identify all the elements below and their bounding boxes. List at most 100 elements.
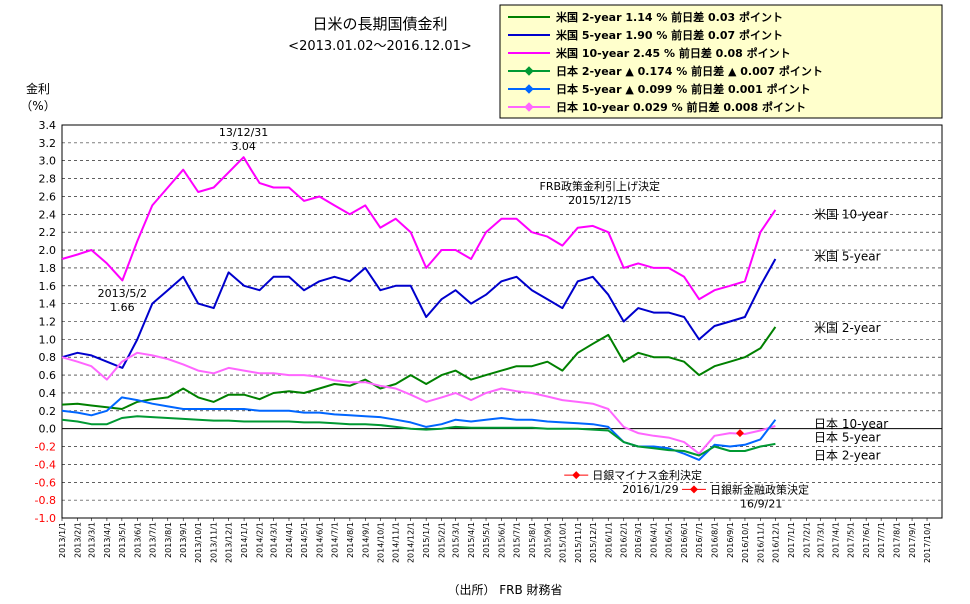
y-tick-label: 1.2 (39, 316, 57, 329)
x-tick-label: 2016/9/1 (726, 522, 735, 558)
x-tick-label: 2017/4/1 (832, 522, 841, 558)
x-tick-label: 2013/2/1 (73, 522, 82, 558)
legend-entry-label: 日本 2-year ▲ 0.174 % 前日差 ▲ 0.007 ポイント (556, 64, 823, 78)
annotation-text: 13/12/31 (219, 126, 268, 139)
x-tick-label: 2017/3/1 (816, 522, 825, 558)
x-tick-label: 2013/9/1 (179, 522, 188, 558)
x-tick-label: 2017/9/1 (908, 522, 917, 558)
x-tick-label: 2013/10/1 (194, 522, 203, 563)
x-tick-label: 2016/12/1 (771, 522, 780, 563)
y-tick-label: -0.2 (35, 441, 56, 454)
x-tick-label: 2016/2/1 (620, 522, 629, 558)
x-tick-label: 2013/12/1 (225, 522, 234, 563)
x-tick-label: 2014/12/1 (407, 522, 416, 563)
x-tick-label: 2014/10/1 (376, 522, 385, 563)
legend-entry-label: 日本 5-year ▲ 0.099 % 前日差 0.001 ポイント (556, 82, 811, 96)
y-tick-label: 2.2 (39, 226, 57, 239)
annotation-text: 2016/1/29 (622, 483, 678, 496)
y-tick-label: 2.0 (39, 244, 57, 257)
series-label: 日本 2-year (814, 448, 881, 462)
x-tick-label: 2013/8/1 (164, 522, 173, 558)
annotation-text: 1.66 (110, 301, 135, 314)
y-axis-label: 金利 (26, 81, 50, 96)
x-tick-label: 2017/7/1 (877, 522, 886, 558)
x-tick-label: 2014/9/1 (361, 522, 370, 558)
y-tick-label: 0.6 (39, 369, 57, 382)
x-tick-label: 2013/6/1 (133, 522, 142, 558)
y-tick-label: 1.0 (39, 333, 57, 346)
x-tick-label: 2014/4/1 (285, 522, 294, 558)
y-tick-label: 1.8 (39, 262, 57, 275)
source-note: （出所） FRB 財務省 (447, 582, 562, 597)
grid-lines (62, 142, 942, 501)
series-line (61, 326, 777, 410)
x-tick-label: 2015/2/1 (438, 522, 447, 558)
x-tick-label: 2013/1/1 (58, 522, 67, 558)
legend-swatch-marker (524, 84, 534, 94)
x-tick-label: 2016/1/1 (604, 522, 613, 558)
x-tick-label: 2015/7/1 (512, 522, 521, 558)
annotation-marker (572, 471, 581, 480)
x-tick-label: 2017/10/1 (923, 522, 932, 563)
y-axis-unit: （%） (20, 99, 55, 113)
x-tick-label: 2014/6/1 (315, 522, 324, 558)
series-label: 米国 5-year (814, 249, 881, 263)
y-tick-label: 2.8 (39, 173, 57, 186)
x-tick-label: 2016/4/1 (650, 522, 659, 558)
x-tick-label: 2015/5/1 (482, 522, 491, 558)
y-axis: 3.4 3.2 3.0 2.8 2.6 2.4 2.2 2.0 1.8 1.6 1.4 1.2 1.0 0… (35, 119, 56, 525)
annotation-marker (689, 485, 698, 494)
series-line (61, 396, 777, 461)
chart-title: 日米の長期国債金利 (312, 15, 447, 33)
annotation-text: 16/9/21 (740, 497, 782, 510)
legend-swatch-marker (524, 102, 534, 112)
y-tick-label: 3.4 (39, 119, 57, 132)
x-tick-label: 2015/1/1 (422, 522, 431, 558)
x-tick-label: 2015/10/1 (558, 522, 567, 563)
y-tick-label: 0.4 (39, 387, 57, 400)
y-tick-label: 3.2 (39, 137, 57, 150)
x-tick-label: 2014/3/1 (270, 522, 279, 558)
series-line (61, 351, 776, 455)
legend-box (499, 4, 943, 119)
annotation-text: 日銀新金融政策決定 (710, 482, 809, 496)
x-tick-label: 2013/4/1 (103, 522, 112, 558)
series-label: 米国 10-year (814, 207, 888, 221)
annotation-text: 日銀マイナス金利決定 (592, 468, 702, 482)
series-group (61, 156, 777, 461)
annotation-text: 2015/12/15 (568, 194, 631, 207)
y-tick-label: 2.4 (39, 208, 57, 221)
x-tick-label: 2016/3/1 (634, 522, 643, 558)
y-tick-label: -0.8 (35, 494, 56, 507)
legend-entry-label: 米国 5-year 1.90 % 前日差 0.07 ポイント (555, 28, 783, 42)
x-tick-label: 2014/7/1 (330, 522, 339, 558)
y-tick-label: 0.2 (39, 405, 57, 418)
x-tick-label: 2015/4/1 (467, 522, 476, 558)
x-tick-label: 2015/8/1 (528, 522, 537, 558)
x-tick-label: 2017/8/1 (893, 522, 902, 558)
y-tick-label: 1.4 (39, 298, 57, 311)
x-tick-label: 2015/3/1 (452, 522, 461, 558)
series-label: 日本 5-year (814, 431, 881, 445)
legend-entry-label: 米国 10-year 2.45 % 前日差 0.08 ポイント (555, 46, 791, 60)
series-label: 日本 10-year (814, 417, 888, 431)
x-tick-label: 2016/6/1 (680, 522, 689, 558)
x-tick-label: 2017/1/1 (787, 522, 796, 558)
x-tick-label: 2015/12/1 (589, 522, 598, 563)
x-tick-label: 2017/2/1 (802, 522, 811, 558)
x-tick-label: 2016/11/1 (756, 522, 765, 563)
series-line (61, 415, 776, 457)
series-line (61, 258, 777, 369)
y-tick-label: 0.8 (39, 351, 57, 364)
x-tick-label: 2014/1/1 (240, 522, 249, 558)
x-tick-label: 2013/11/1 (210, 522, 219, 563)
x-tick-label: 2014/5/1 (300, 522, 309, 558)
x-tick-label: 2017/6/1 (862, 522, 871, 558)
y-tick-label: -1.0 (35, 512, 56, 525)
y-tick-label: 1.6 (39, 280, 57, 293)
y-tick-label: -0.4 (35, 458, 56, 471)
